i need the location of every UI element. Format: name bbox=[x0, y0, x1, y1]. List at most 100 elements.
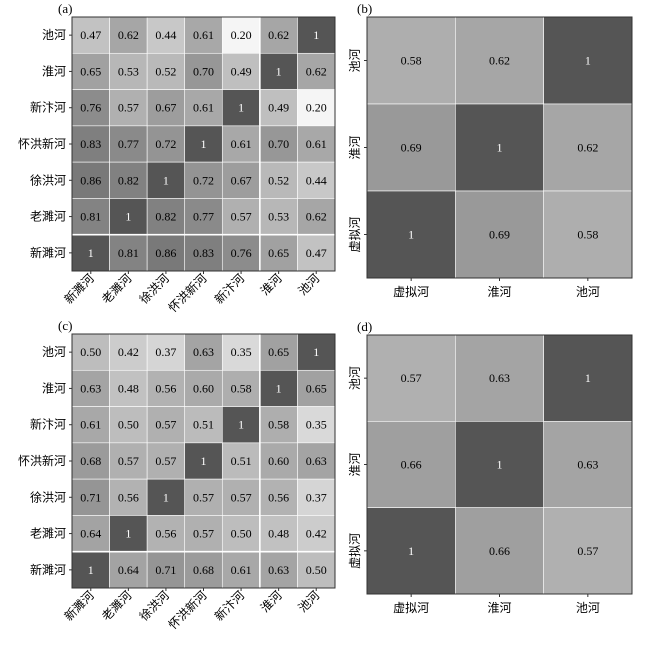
cell-value-label: 0.52 bbox=[268, 173, 289, 187]
cell-value-label: 0.51 bbox=[193, 418, 214, 432]
cell-value-label: 0.42 bbox=[118, 345, 139, 359]
cell-value-label: 0.63 bbox=[193, 345, 214, 359]
heatmap-cell bbox=[259, 369, 298, 407]
cell-value-label: 0.48 bbox=[268, 527, 289, 541]
cell-value-label: 1 bbox=[201, 454, 207, 468]
heatmap-cell bbox=[366, 16, 456, 105]
cell-value-label: 1 bbox=[497, 141, 503, 155]
heatmap-cell bbox=[366, 334, 456, 422]
cell-value-label: 0.83 bbox=[193, 246, 214, 260]
y-tick-label: 池河 bbox=[42, 28, 66, 42]
cell-value-label: 0.20 bbox=[231, 28, 252, 42]
heatmap-cell bbox=[455, 334, 544, 422]
y-tick-label: 新汴河 bbox=[30, 417, 66, 432]
x-tick-label: 怀洪新河 bbox=[165, 588, 210, 633]
panel-label: (d) bbox=[357, 319, 372, 334]
x-tick-label: 新汴河 bbox=[211, 588, 247, 624]
cell-value-label: 0.37 bbox=[155, 345, 176, 359]
cell-value-label: 0.35 bbox=[231, 345, 252, 359]
cell-value-label: 0.64 bbox=[80, 527, 101, 541]
heatmap-cell bbox=[297, 198, 336, 236]
cell-value-label: 0.51 bbox=[231, 454, 252, 468]
y-tick-label: 老濉河 bbox=[30, 209, 66, 224]
cell-value-label: 1 bbox=[585, 371, 591, 385]
x-tick-label: 新濉河 bbox=[61, 588, 97, 624]
x-tick-label: 虚拟河 bbox=[393, 285, 429, 299]
cell-value-label: 0.76 bbox=[80, 101, 101, 115]
cell-value-label: 0.61 bbox=[231, 137, 252, 151]
x-tick-label: 池河 bbox=[576, 285, 600, 299]
cell-value-label: 0.70 bbox=[268, 137, 289, 151]
cell-value-label: 1 bbox=[585, 54, 591, 68]
cell-value-label: 1 bbox=[238, 418, 244, 432]
heatmap-cell bbox=[146, 442, 186, 480]
cell-value-label: 0.61 bbox=[193, 28, 214, 42]
y-tick-label: 徐洪河 bbox=[30, 489, 66, 504]
cell-value-label: 0.58 bbox=[401, 54, 422, 68]
cell-value-label: 1 bbox=[201, 137, 207, 151]
heatmap-cell bbox=[543, 103, 633, 192]
heatmap-cell bbox=[455, 16, 544, 105]
cell-value-label: 0.57 bbox=[193, 527, 214, 541]
heatmap-cell bbox=[259, 515, 298, 553]
cell-value-label: 0.76 bbox=[231, 246, 252, 260]
cell-value-label: 0.53 bbox=[118, 64, 139, 78]
cell-value-label: 1 bbox=[408, 544, 414, 558]
heatmap-cell bbox=[109, 198, 148, 236]
heatmap-cell bbox=[146, 89, 186, 127]
x-tick-label: 怀洪新河 bbox=[165, 271, 210, 316]
cell-value-label: 1 bbox=[125, 527, 131, 541]
cell-value-label: 0.65 bbox=[80, 64, 101, 78]
x-tick-label: 老濉河 bbox=[98, 588, 134, 624]
cell-value-label: 1 bbox=[88, 246, 94, 260]
cell-value-label: 0.61 bbox=[80, 418, 101, 432]
x-tick-label: 新汴河 bbox=[211, 271, 247, 307]
cell-value-label: 1 bbox=[276, 64, 282, 78]
heatmap-cell bbox=[297, 89, 336, 127]
heatmap-cell bbox=[221, 333, 261, 371]
heatmap-cell bbox=[71, 478, 110, 516]
heatmap-cell bbox=[146, 234, 186, 272]
cell-value-label: 0.65 bbox=[306, 381, 327, 395]
x-tick-label: 淮河 bbox=[487, 285, 511, 299]
cell-value-label: 0.68 bbox=[193, 563, 214, 577]
cell-value-label: 0.67 bbox=[155, 101, 176, 115]
cell-value-label: 0.62 bbox=[577, 141, 598, 155]
cell-value-label: 0.57 bbox=[155, 418, 176, 432]
x-tick-label: 池河 bbox=[295, 271, 322, 298]
cell-value-label: 0.61 bbox=[231, 563, 252, 577]
cell-value-label: 0.20 bbox=[306, 101, 327, 115]
cell-value-label: 0.56 bbox=[118, 490, 139, 504]
heatmap-cell bbox=[221, 478, 261, 516]
cell-value-label: 0.62 bbox=[489, 54, 510, 68]
y-tick-label: 虚拟河 bbox=[348, 216, 362, 252]
heatmap-cell bbox=[184, 198, 223, 236]
cell-value-label: 1 bbox=[163, 173, 169, 187]
cell-value-label: 1 bbox=[163, 490, 169, 504]
x-tick-label: 淮河 bbox=[258, 588, 285, 615]
cell-value-label: 0.66 bbox=[489, 544, 510, 558]
cell-value-label: 1 bbox=[497, 458, 503, 472]
heatmap-cell bbox=[109, 551, 148, 589]
heatmap-cell bbox=[297, 442, 336, 480]
cell-value-label: 0.56 bbox=[155, 527, 176, 541]
heatmap-cell bbox=[109, 16, 148, 54]
x-tick-label: 徐洪河 bbox=[136, 588, 172, 624]
cell-value-label: 0.44 bbox=[306, 173, 327, 187]
cell-value-label: 0.37 bbox=[306, 490, 327, 504]
cell-value-label: 0.62 bbox=[306, 210, 327, 224]
cell-value-label: 0.66 bbox=[401, 458, 422, 472]
cell-value-label: 0.61 bbox=[193, 101, 214, 115]
x-tick-label: 新濉河 bbox=[61, 271, 97, 307]
heatmap-cell bbox=[259, 234, 298, 272]
heatmap-cell bbox=[221, 515, 261, 553]
cell-value-label: 1 bbox=[313, 345, 319, 359]
heatmap-cell bbox=[109, 369, 148, 407]
heatmap-cell bbox=[455, 421, 544, 508]
y-tick-label: 池河 bbox=[348, 48, 362, 72]
cell-value-label: 0.63 bbox=[268, 563, 289, 577]
heatmap-cell bbox=[146, 52, 186, 90]
heatmap-cell bbox=[71, 198, 110, 236]
cell-value-label: 0.57 bbox=[577, 544, 598, 558]
